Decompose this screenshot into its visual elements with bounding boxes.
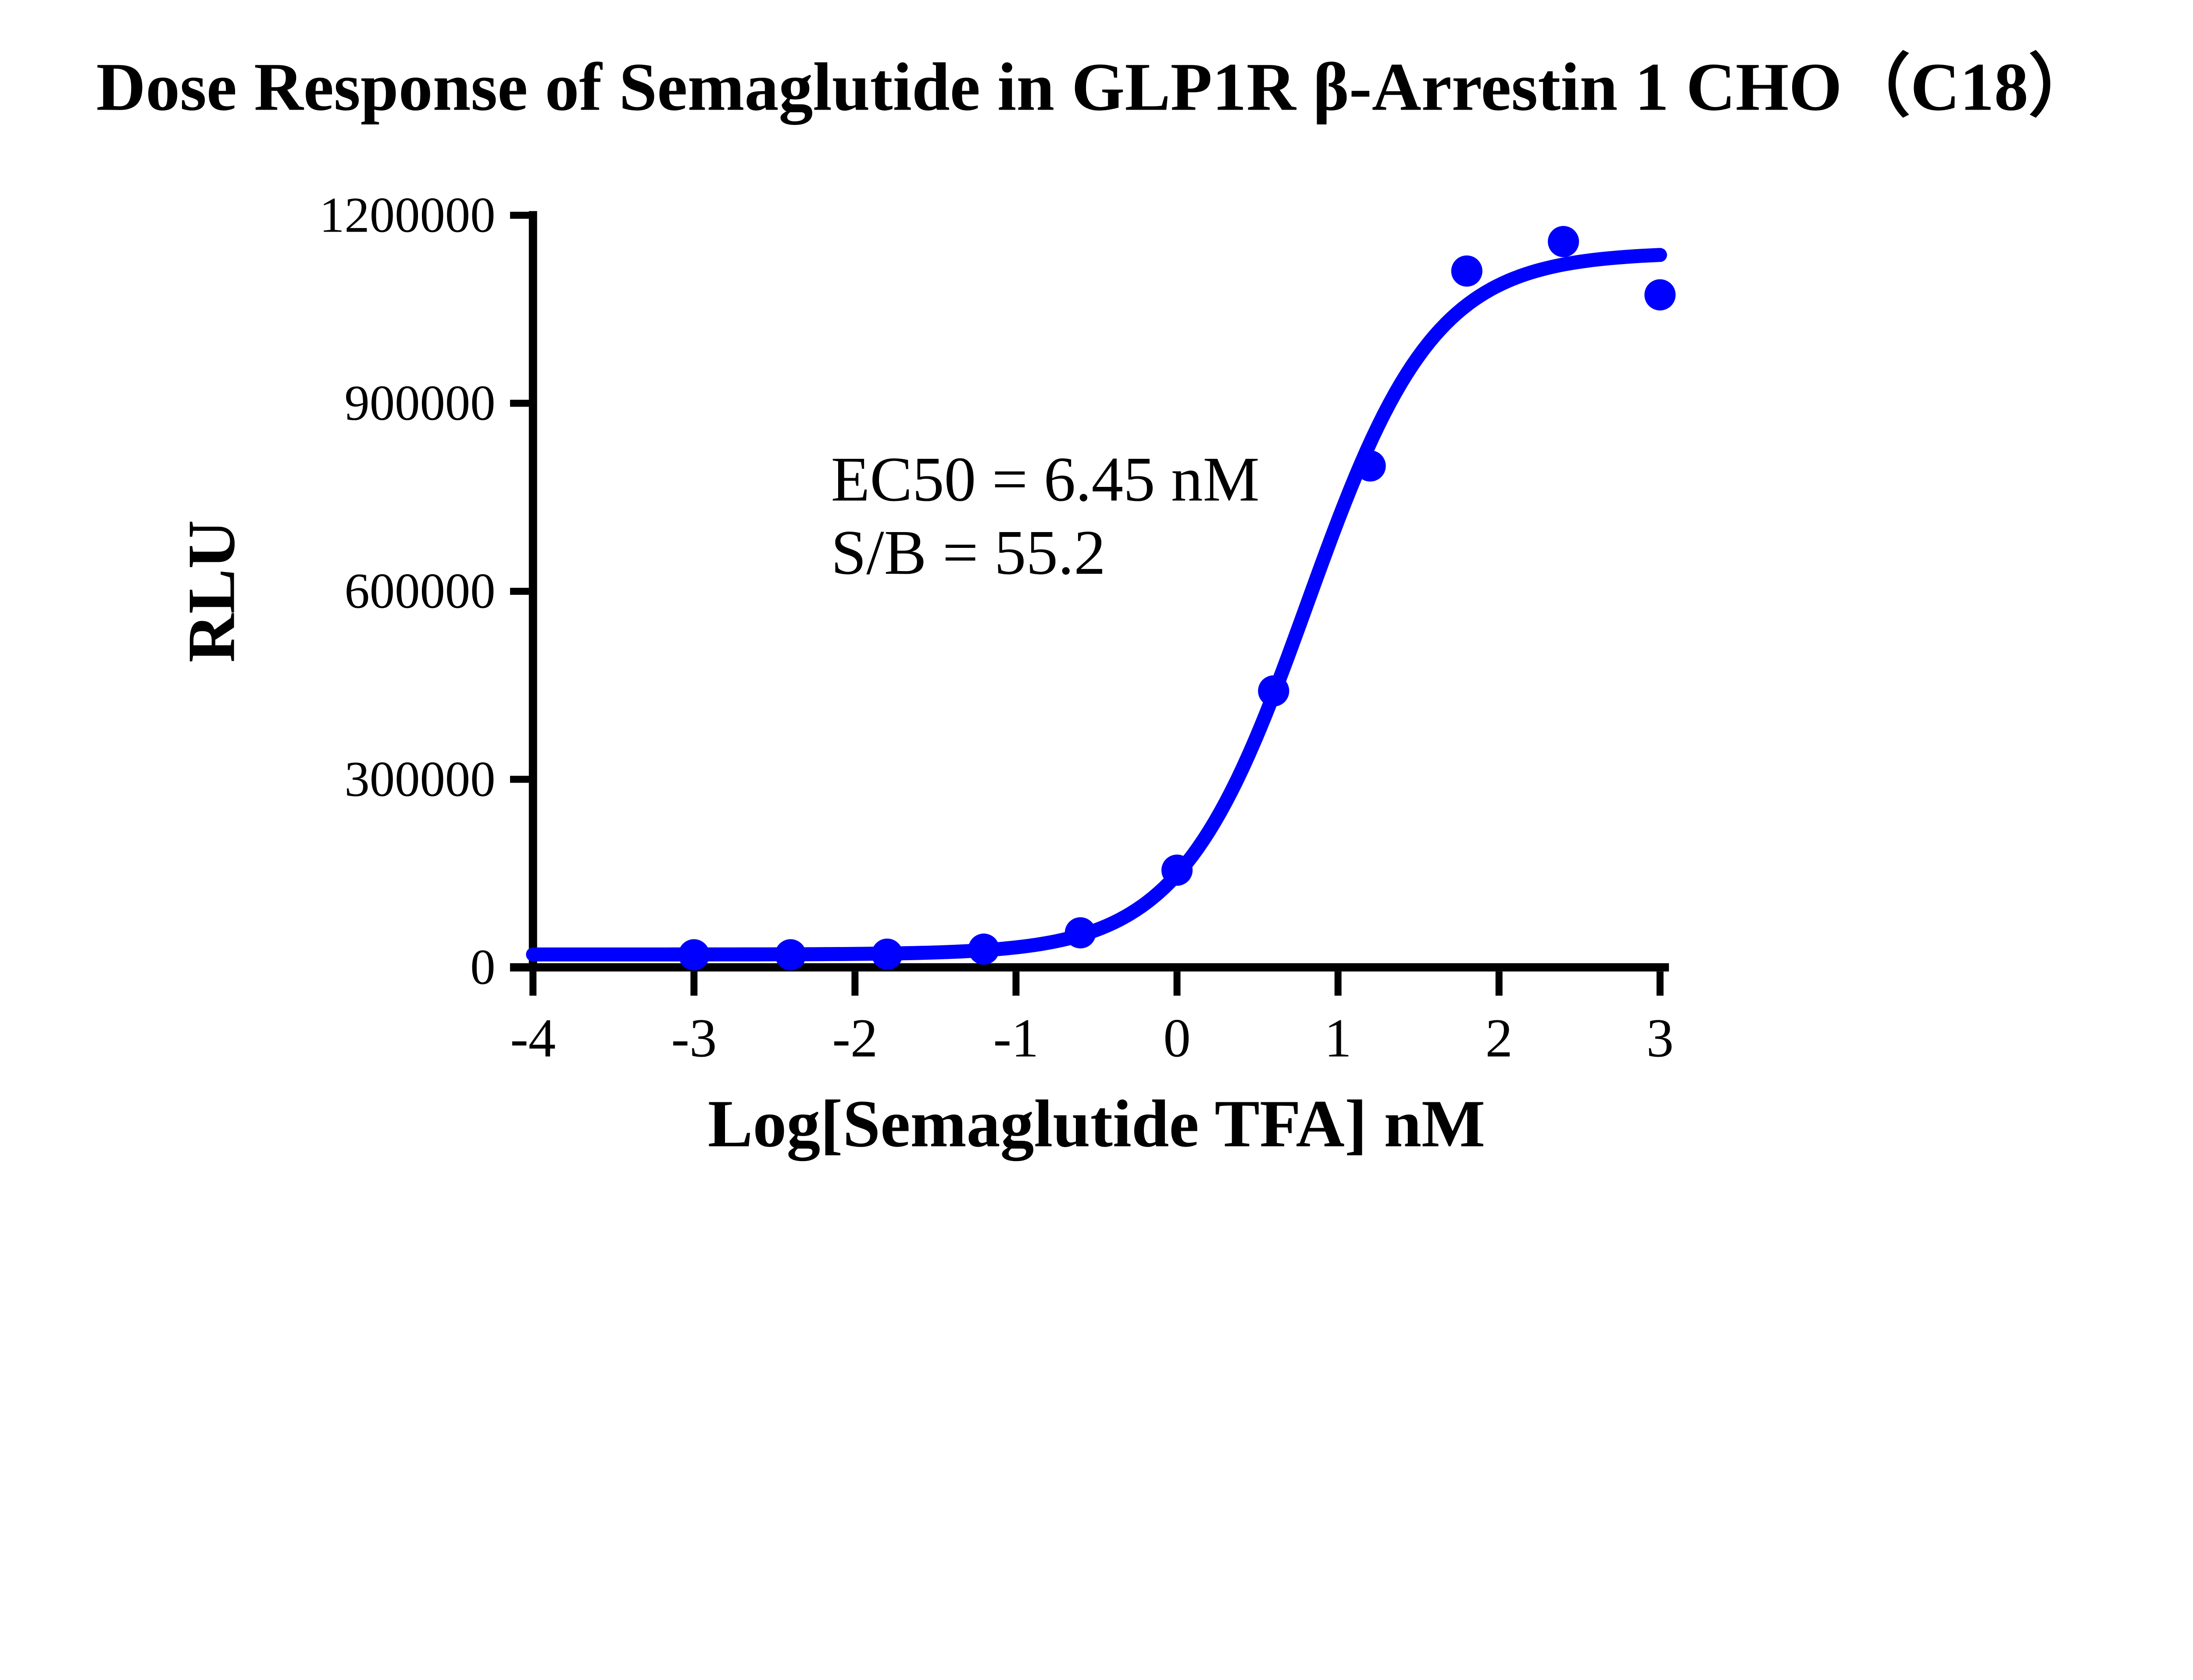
x-tick-label: 1 xyxy=(1324,1008,1351,1069)
y-axis-label: RLU xyxy=(175,520,249,663)
y-tick-label: 0 xyxy=(470,939,495,995)
data-point xyxy=(968,933,1000,965)
x-tick-label: -1 xyxy=(993,1008,1039,1069)
data-point xyxy=(1354,450,1386,482)
x-tick-label: -3 xyxy=(671,1008,717,1069)
annotation-ec50: EC50 = 6.45 nM xyxy=(831,444,1260,515)
data-point xyxy=(775,939,807,971)
x-tick-label: -4 xyxy=(510,1008,556,1069)
fit-curve xyxy=(526,248,1667,962)
data-point xyxy=(1451,255,1482,287)
chart-canvas: Dose Response of Semaglutide in GLP1R β-… xyxy=(96,49,2097,1162)
data-point xyxy=(1161,854,1193,886)
fit-curve-line xyxy=(526,248,1667,962)
annotation-signal-to-background: S/B = 55.2 xyxy=(831,518,1106,588)
x-tick-label: 3 xyxy=(1647,1008,1674,1069)
x-tick-label: 2 xyxy=(1486,1008,1513,1069)
x-tick-label: 0 xyxy=(1163,1008,1190,1069)
chart-title: Dose Response of Semaglutide in GLP1R β-… xyxy=(96,49,2097,125)
x-tick-label: -2 xyxy=(832,1008,878,1069)
dose-response-chart: Dose Response of Semaglutide in GLP1R β-… xyxy=(96,49,2097,1162)
y-tick-label: 600000 xyxy=(344,563,495,619)
y-tick-label: 300000 xyxy=(344,751,495,807)
data-point xyxy=(1548,226,1579,257)
data-point xyxy=(871,938,903,970)
x-axis-label: Log[Semaglutide TFA] nM xyxy=(708,1087,1485,1161)
data-point xyxy=(1644,279,1676,311)
y-tick-label: 900000 xyxy=(344,375,495,431)
data-point xyxy=(678,939,710,971)
axes: 0 300000 600000 900000 1200000 -4 -3 -2 -1 0 1 2 3 xyxy=(319,187,1674,1069)
y-tick-label: 1200000 xyxy=(319,187,495,243)
data-points xyxy=(678,226,1676,971)
data-point xyxy=(1064,917,1096,949)
data-point xyxy=(1258,675,1289,707)
